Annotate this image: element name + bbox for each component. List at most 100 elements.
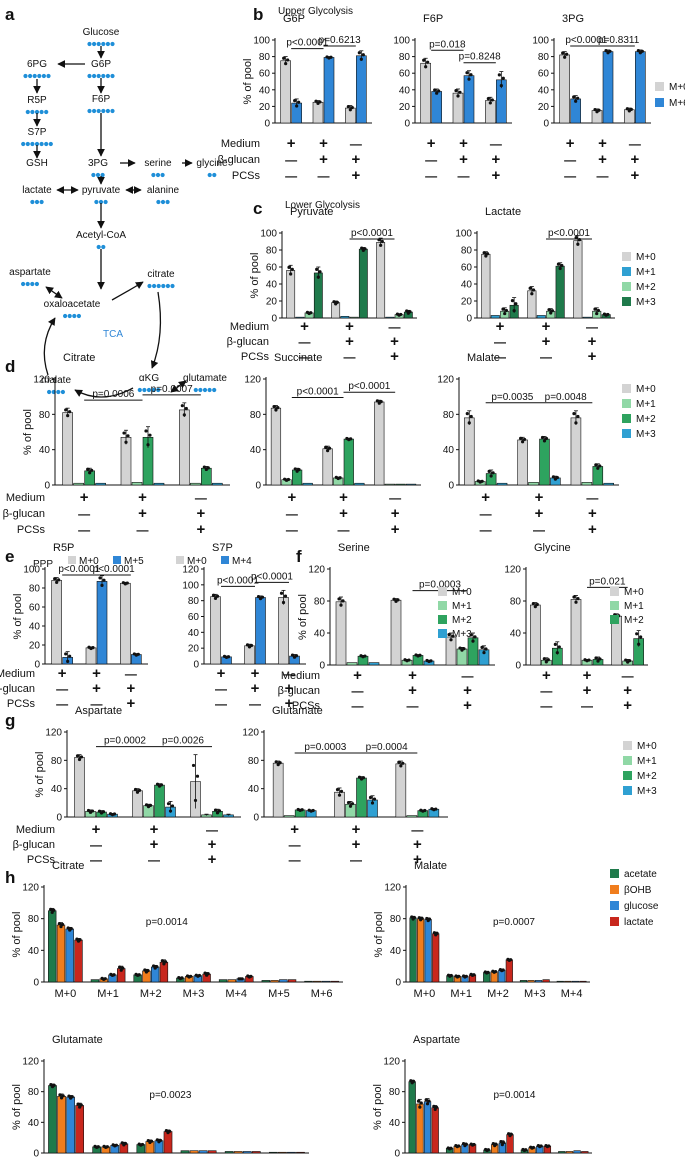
y-axis-label: % of pool [372, 1084, 384, 1130]
chart-title: Glycine [534, 542, 571, 554]
p-value-label: p=0.0003 [304, 742, 346, 753]
replicate-point [482, 651, 486, 655]
replicate-point [555, 651, 559, 655]
replicate-point [57, 921, 62, 926]
bar-M0-0 [210, 596, 221, 665]
replicate-point [514, 302, 518, 306]
carbon-dot [165, 283, 170, 289]
carbons-alanine [156, 199, 170, 205]
replicate-point [462, 647, 466, 651]
carbon-dot [72, 313, 77, 319]
bar-lactate-2 [505, 959, 513, 983]
replicate-point [512, 309, 516, 313]
p-value-label: p<0.0001 [58, 564, 100, 575]
replicate-point [182, 413, 186, 417]
treatment-symbol: — [249, 697, 261, 711]
carbon-dot [96, 244, 101, 250]
bar-OHB-3 [189, 1150, 199, 1154]
bar-M2-1 [343, 438, 354, 486]
y-tick-label: 60 [266, 263, 278, 274]
node-alanine: alanine [147, 185, 180, 196]
treatment-label-0: Medium [16, 824, 55, 836]
replicate-point [531, 288, 536, 292]
replicate-point [464, 1142, 468, 1146]
replicate-point [635, 632, 639, 636]
treatment-symbol: + [427, 135, 436, 152]
replicate-point [522, 437, 527, 442]
carbon-dot [202, 387, 208, 393]
replicate-point [112, 812, 117, 816]
replicate-point [68, 410, 72, 414]
x-tick-label: M+3 [183, 988, 205, 1000]
carbon-dot [37, 73, 42, 79]
replicate-point [449, 1146, 453, 1150]
bar-M6-1 [602, 51, 614, 124]
y-axis-label: % of pool [12, 594, 24, 640]
replicate-point [360, 246, 364, 250]
treatment-symbol: + [390, 333, 399, 350]
treatment-label-2: PCSs [7, 698, 36, 710]
node-gsh: GSH [26, 158, 48, 169]
legend-label: acetate [624, 869, 657, 880]
replicate-point [593, 107, 597, 112]
p-value-label: p<0.0001 [297, 387, 339, 398]
replicate-point [490, 98, 494, 102]
replicate-point [556, 262, 561, 266]
replicate-point [471, 639, 475, 643]
bar-OHB-0 [417, 918, 425, 983]
replicate-point [295, 104, 299, 108]
replicate-point [284, 62, 288, 66]
y-tick-label: 100 [532, 36, 549, 47]
carbon-dot [30, 281, 35, 287]
treatment-symbol: + [285, 680, 294, 697]
replicate-point [558, 266, 562, 271]
replicate-point [335, 788, 340, 792]
treatment-symbol: + [491, 167, 500, 184]
replicate-point [555, 475, 559, 480]
bar-lactate-2 [506, 1134, 514, 1154]
replicate-point [499, 1140, 503, 1144]
y-tick-label: 20 [259, 102, 271, 113]
carbon-dot [34, 109, 40, 115]
carbon-dot [101, 244, 106, 250]
legend-swatch-M4 [221, 556, 229, 564]
replicate-point [90, 468, 94, 472]
treatment-symbol: + [391, 505, 400, 522]
treatment-symbol: + [58, 665, 67, 682]
bar-M0-2 [179, 409, 190, 486]
bar-glucose-0 [423, 1101, 432, 1154]
y-tick-label: 40 [250, 445, 262, 456]
replicate-point [346, 800, 351, 805]
treatment-symbol: — [352, 699, 364, 713]
treatment-symbol: — [586, 320, 598, 334]
treatment-symbol: + [217, 665, 226, 682]
replicate-point [480, 645, 484, 650]
carbons-g6p [87, 73, 115, 79]
replicate-point [49, 907, 53, 911]
treatment-symbol: — [344, 350, 356, 364]
legend: M+0 M+1 M+2 M+3 [438, 587, 472, 640]
replicate-point [501, 76, 505, 80]
replicate-point [168, 1129, 172, 1133]
treatment-symbol: + [390, 348, 399, 365]
replicate-point [429, 659, 433, 663]
y-axis-label: % of pool [34, 752, 46, 798]
node-aspartate: aspartate [9, 267, 51, 278]
replicate-point [283, 594, 288, 598]
treatment-symbol: — [56, 682, 68, 696]
p-value-label: p<0.0001 [351, 228, 393, 239]
replicate-point [464, 974, 468, 978]
p-value-label: p<0.0001 [548, 228, 590, 239]
legend-label: M+0 [669, 82, 685, 93]
replicate-point [427, 917, 432, 921]
treatment-symbol: + [463, 697, 472, 714]
replicate-point [122, 431, 126, 435]
treatment-label-1: β-glucan [0, 683, 35, 695]
bar-M1-1 [528, 482, 539, 486]
bar-acetate-3 [519, 980, 528, 983]
replicate-point [456, 94, 460, 98]
bar-M6-1 [323, 57, 335, 124]
